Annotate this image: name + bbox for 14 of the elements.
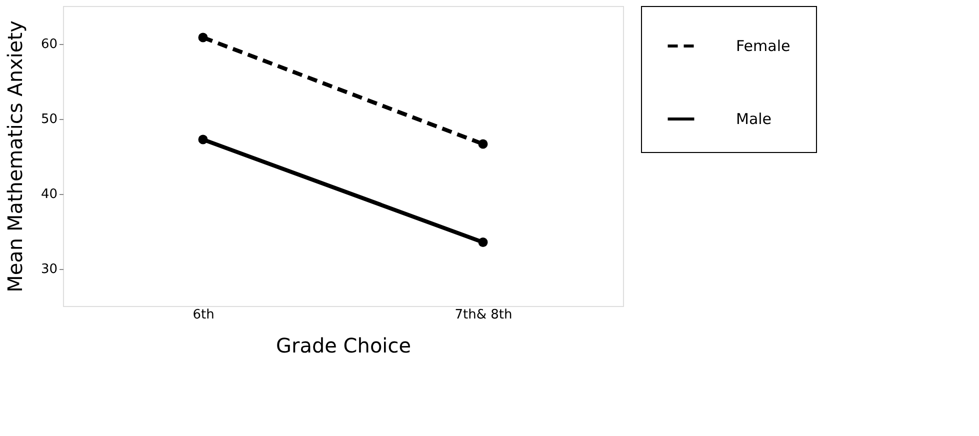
y-tick-label: 50: [40, 112, 58, 127]
point: [198, 32, 208, 42]
point: [478, 238, 488, 247]
y-axis-title: Mean Mathematics Anxiety: [2, 20, 27, 292]
text: Female: [736, 37, 790, 55]
x-axis-title: Grade Choice: [276, 334, 412, 358]
text: Male: [736, 110, 772, 128]
x-tick-label: 7th& 8th: [454, 308, 512, 322]
point: [478, 139, 488, 149]
y-tick-label: 40: [40, 187, 58, 202]
x-tick-label: 6th: [192, 308, 214, 322]
y-tick-label: 30: [40, 262, 58, 277]
point: [198, 134, 208, 144]
y-tick-label: 60: [40, 37, 58, 52]
